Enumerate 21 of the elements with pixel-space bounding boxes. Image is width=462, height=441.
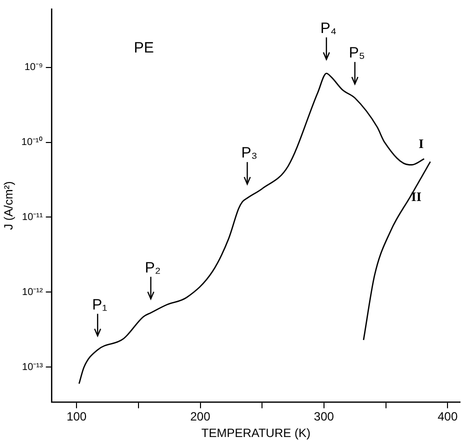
annotation: P₃ [241, 144, 258, 162]
y-tick-label: 10⁻¹¹ [22, 212, 44, 223]
annotation: P₄ [320, 20, 336, 38]
y-tick-label: 10⁻¹³ [22, 362, 44, 373]
series-label: II [411, 189, 422, 204]
line-series [362, 161, 431, 341]
x-tick-label: 100 [66, 410, 87, 424]
series-label: I [418, 136, 424, 152]
x-axis-title: TEMPERATURE (K) [201, 426, 310, 440]
y-tick-label: 10⁻¹² [22, 286, 44, 298]
x-tick-label: 200 [190, 410, 211, 424]
text: PE [134, 40, 154, 57]
y-tick-label: 10⁻¹⁰ [21, 136, 43, 148]
y-tick-label: 10⁻⁹ [24, 62, 43, 74]
annotation: P₁ [92, 296, 108, 314]
annotation: P₂ [144, 259, 161, 276]
annotation: P₅ [348, 44, 365, 62]
line-series [78, 72, 425, 384]
x-tick-label: 300 [314, 410, 334, 424]
x-tick-label: 400 [438, 410, 458, 424]
y-axis-title: J (A/cm²) [2, 181, 16, 230]
